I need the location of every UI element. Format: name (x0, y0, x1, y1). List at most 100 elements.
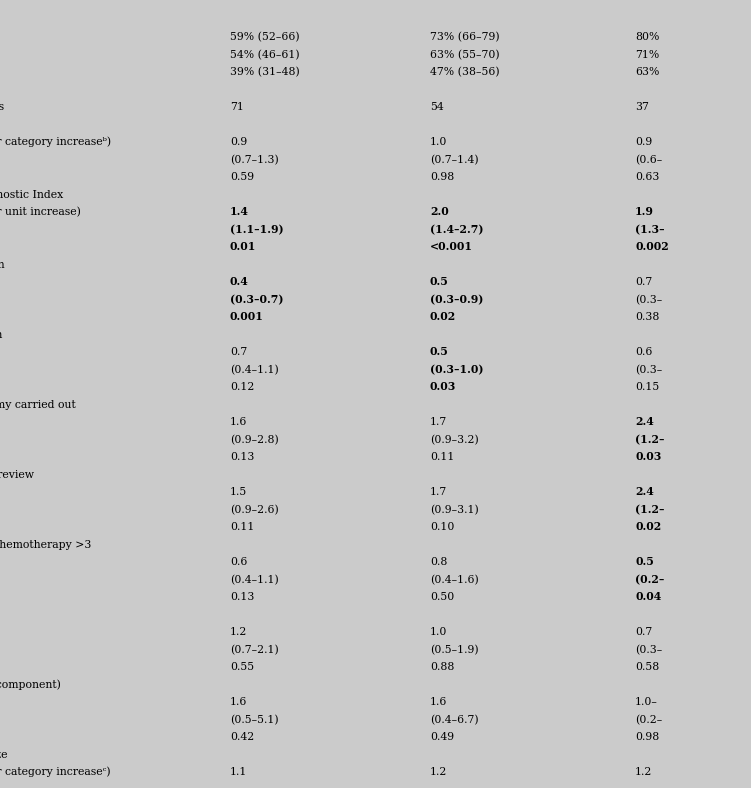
Text: 0.8: 0.8 (430, 557, 448, 567)
Text: 1.2: 1.2 (230, 627, 247, 637)
Text: 73% (66–79): 73% (66–79) (430, 32, 499, 43)
Text: (1.2–: (1.2– (635, 434, 665, 445)
Text: Lines of systemic chemotherapy >3: Lines of systemic chemotherapy >3 (0, 540, 92, 550)
Text: 71: 71 (230, 102, 244, 113)
Text: (0.4–1.1): (0.4–1.1) (230, 574, 279, 585)
Text: 1.1: 1.1 (230, 768, 247, 778)
Text: 54: 54 (430, 102, 444, 113)
Text: 0.63: 0.63 (635, 173, 659, 182)
Text: 0.38: 0.38 (635, 312, 659, 322)
Text: 0.6: 0.6 (635, 348, 653, 358)
Text: (0.5–1.9): (0.5–1.9) (430, 645, 478, 655)
Text: 0.9: 0.9 (230, 137, 247, 147)
Text: International Prognostic Index: International Prognostic Index (0, 190, 63, 200)
Text: 0.88: 0.88 (430, 663, 454, 672)
Text: 0.7: 0.7 (635, 277, 653, 288)
Text: 0.55: 0.55 (230, 663, 254, 672)
Text: 80%: 80% (635, 32, 659, 43)
Text: DLBCL (no MALT component): DLBCL (no MALT component) (0, 679, 61, 690)
Text: 47% (38–56): 47% (38–56) (430, 67, 499, 77)
Text: 0.01: 0.01 (230, 241, 256, 252)
Text: (1.2–: (1.2– (635, 504, 665, 515)
Text: (1.3–: (1.3– (635, 224, 665, 235)
Text: 0.98: 0.98 (430, 173, 454, 182)
Text: 1.5: 1.5 (230, 487, 247, 497)
Text: Hazard ratio (per category increaseᶜ): Hazard ratio (per category increaseᶜ) (0, 767, 110, 778)
Text: 2.4: 2.4 (635, 486, 654, 497)
Text: 1.0: 1.0 (430, 137, 448, 147)
Text: 0.002: 0.002 (635, 241, 668, 252)
Text: 63%: 63% (635, 68, 659, 77)
Text: 0.59: 0.59 (230, 173, 254, 182)
Text: 0.5: 0.5 (430, 277, 449, 288)
Text: 0.58: 0.58 (635, 663, 659, 672)
Text: (0.6–: (0.6– (635, 154, 662, 165)
Text: 37: 37 (635, 102, 649, 113)
Text: (0.2–: (0.2– (635, 715, 662, 725)
Text: (0.3–0.7): (0.3–0.7) (230, 294, 283, 305)
Text: 1.2: 1.2 (635, 768, 653, 778)
Text: 1.6: 1.6 (430, 697, 448, 708)
Text: (0.4–6.7): (0.4–6.7) (430, 715, 478, 725)
Text: 1.7: 1.7 (430, 487, 448, 497)
Text: 0.6: 0.6 (230, 557, 247, 567)
Text: (0.3–: (0.3– (635, 365, 662, 375)
Text: Hazard ratio (per category increaseᵇ): Hazard ratio (per category increaseᵇ) (0, 137, 111, 147)
Text: Radiotherapy given: Radiotherapy given (0, 330, 2, 340)
Text: (0.7–1.3): (0.7–1.3) (230, 154, 279, 165)
Text: (0.9–3.1): (0.9–3.1) (430, 504, 478, 515)
Text: 1.6: 1.6 (230, 697, 247, 708)
Text: 2.0: 2.0 (430, 206, 449, 217)
Text: (0.9–2.8): (0.9–2.8) (230, 434, 279, 445)
Text: 0.03: 0.03 (430, 381, 457, 392)
Text: 0.98: 0.98 (635, 732, 659, 742)
Text: 0.7: 0.7 (635, 627, 653, 637)
Text: 39% (31–48): 39% (31–48) (230, 67, 300, 77)
Text: (0.3–1.0): (0.3–1.0) (430, 364, 484, 375)
Text: Anthracycline given: Anthracycline given (0, 260, 5, 269)
Text: 0.001: 0.001 (230, 311, 264, 322)
Text: (0.3–: (0.3– (635, 645, 662, 655)
Text: (1.4–2.7): (1.4–2.7) (430, 224, 484, 235)
Text: (0.3–0.9): (0.3–0.9) (430, 294, 484, 305)
Text: (1.1–1.9): (1.1–1.9) (230, 224, 284, 235)
Text: Bilateral mastectomy carried out: Bilateral mastectomy carried out (0, 400, 76, 410)
Text: 0.5: 0.5 (635, 556, 654, 567)
Text: Primary tumour size: Primary tumour size (0, 750, 8, 760)
Text: 1.4: 1.4 (230, 206, 249, 217)
Text: Number of events: Number of events (0, 102, 4, 113)
Text: 0.13: 0.13 (230, 452, 255, 463)
Text: (0.4–1.6): (0.4–1.6) (430, 574, 478, 585)
Text: 1.0–: 1.0– (635, 697, 658, 708)
Text: 71%: 71% (635, 50, 659, 60)
Text: 0.04: 0.04 (635, 591, 661, 602)
Text: 0.9: 0.9 (635, 137, 653, 147)
Text: (0.2–: (0.2– (635, 574, 665, 585)
Text: 1.2: 1.2 (430, 768, 448, 778)
Text: 0.5: 0.5 (430, 347, 449, 358)
Text: 0.11: 0.11 (230, 522, 255, 533)
Text: <0.001: <0.001 (430, 241, 473, 252)
Text: 63% (55–70): 63% (55–70) (430, 50, 499, 60)
Text: 0.02: 0.02 (635, 522, 661, 533)
Text: (0.7–2.1): (0.7–2.1) (230, 645, 279, 655)
Text: 2.4: 2.4 (635, 416, 654, 427)
Text: 59% (52–66): 59% (52–66) (230, 32, 300, 43)
Text: 0.10: 0.10 (430, 522, 454, 533)
Text: (0.7–1.4): (0.7–1.4) (430, 154, 478, 165)
Text: (0.9–2.6): (0.9–2.6) (230, 504, 279, 515)
Text: 0.50: 0.50 (430, 593, 454, 602)
Text: 0.03: 0.03 (635, 452, 662, 463)
Text: 1.0: 1.0 (430, 627, 448, 637)
Text: 0.12: 0.12 (230, 382, 255, 392)
Text: (0.9–3.2): (0.9–3.2) (430, 434, 478, 445)
Text: (0.4–1.1): (0.4–1.1) (230, 365, 279, 375)
Text: 0.13: 0.13 (230, 593, 255, 602)
Text: (0.3–: (0.3– (635, 295, 662, 305)
Text: 1.6: 1.6 (230, 418, 247, 427)
Text: 0.11: 0.11 (430, 452, 454, 463)
Text: Central pathology review: Central pathology review (0, 470, 34, 480)
Text: 0.42: 0.42 (230, 732, 255, 742)
Text: 54% (46–61): 54% (46–61) (230, 50, 300, 60)
Text: 1.7: 1.7 (430, 418, 448, 427)
